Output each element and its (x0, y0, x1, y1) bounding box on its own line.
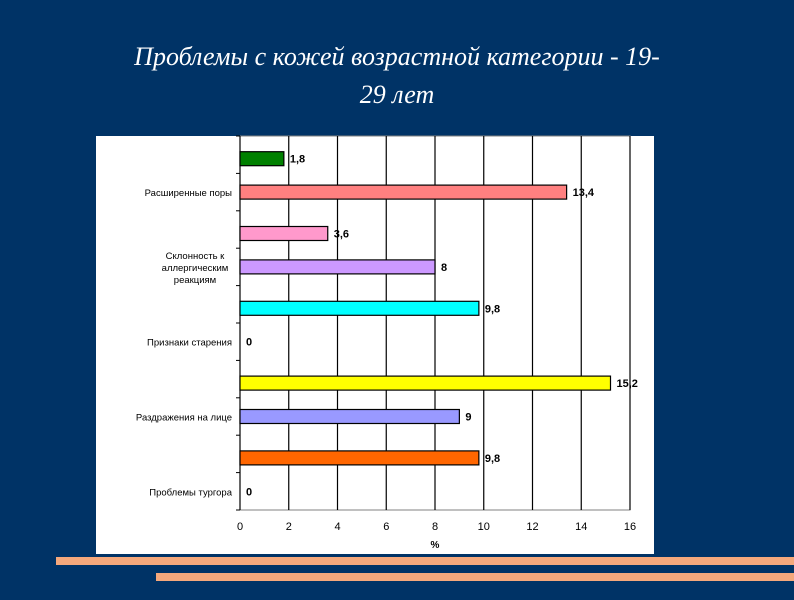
slide-title-line1: Проблемы с кожей возрастной категории - … (134, 42, 660, 71)
x-tick-label: 2 (286, 521, 292, 533)
x-axis-label: % (431, 540, 440, 551)
slide-title-line2: 29 лет (359, 80, 435, 109)
bar-value-label-2: 3,6 (334, 229, 349, 241)
category-label-7: Раздражения на лице (136, 413, 232, 424)
x-tick-label: 0 (237, 521, 243, 533)
decorative-stripe-bottom (156, 573, 794, 581)
bar-value-label-1: 13,4 (573, 187, 595, 199)
category-label-1: Расширенные поры (145, 188, 233, 199)
bar-2 (239, 225, 329, 242)
bar-3 (239, 259, 436, 275)
bar-value-label-6: 15,2 (617, 378, 638, 390)
bar-value-label-4: 9,8 (485, 303, 500, 315)
chart-axis-area (240, 510, 654, 554)
chart-right-margin (630, 136, 654, 510)
bar-value-label-8: 9,8 (485, 453, 500, 465)
slide-title: Проблемы с кожей возрастной категории - … (40, 38, 754, 114)
x-tick-label: 10 (478, 521, 490, 533)
bar-0 (239, 151, 285, 167)
bar-7 (239, 408, 460, 425)
bar-value-label-3: 8 (441, 262, 447, 274)
x-tick-label: 16 (624, 521, 636, 533)
x-tick-label: 14 (575, 521, 587, 533)
category-label-3: Склонность к аллергическим реакциям (162, 251, 229, 286)
category-label-5: Признаки старения (147, 338, 232, 349)
x-tick-label: 8 (432, 521, 438, 533)
chart-label-area (96, 136, 240, 554)
bar-value-label-7: 9 (465, 412, 471, 424)
x-tick-label: 6 (383, 521, 389, 533)
decorative-stripe-top (56, 557, 794, 565)
bar-value-label-0: 1,8 (290, 154, 305, 166)
bar-4 (239, 300, 480, 316)
category-label-9: Проблемы тургора (149, 487, 232, 498)
bar-value-label-5: 0 (246, 337, 252, 349)
bar-value-label-9: 0 (246, 486, 252, 498)
bar-8 (239, 450, 480, 466)
x-tick-label: 12 (526, 521, 538, 533)
bar-6 (239, 375, 612, 391)
x-tick-label: 4 (334, 521, 340, 533)
bar-1 (239, 184, 568, 200)
